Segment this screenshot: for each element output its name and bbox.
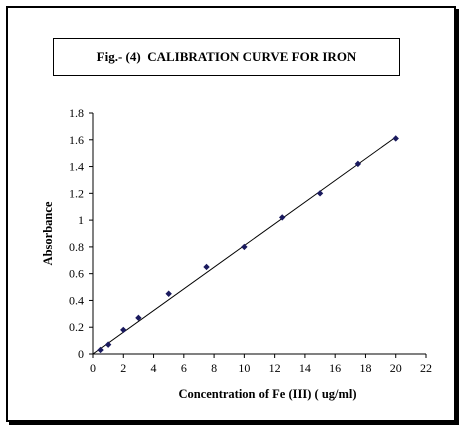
data-point [316,190,324,197]
data-point [354,160,362,168]
x-tick-label: 8 [211,361,217,375]
x-tick-label: 14 [299,361,311,375]
x-tick-label: 18 [359,361,371,375]
y-tick-label: 1.8 [69,106,84,120]
x-axis-title: Concentration of Fe (III) ( ug/ml) [178,387,356,401]
data-point [241,243,248,251]
x-tick-label: 4 [151,361,157,375]
x-tick-label: 0 [90,361,96,375]
y-tick-label: 1 [78,213,84,227]
chart-title: Fig.- (4) CALIBRATION CURVE FOR IRON [96,49,357,64]
y-tick-label: 0 [78,347,84,361]
y-tick-label: 0.4 [69,293,84,307]
x-tick-label: 2 [120,361,126,375]
x-tick-label: 22 [420,361,432,375]
y-tick-label: 0.6 [69,267,84,281]
x-tick-label: 20 [390,361,402,375]
data-point [203,263,210,271]
y-tick-label: 0.2 [69,320,84,334]
x-tick-label: 10 [238,361,250,375]
data-point [97,346,104,354]
x-tick-label: 16 [329,361,341,375]
chart-title-box: Fig.- (4) CALIBRATION CURVE FOR IRON [53,38,400,76]
x-tick-label: 12 [269,361,281,375]
y-tick-label: 1.4 [69,160,84,174]
y-axis-title: Absorbance [41,201,55,265]
y-tick-label: 0.8 [69,240,84,254]
y-tick-label: 1.6 [69,133,84,147]
data-point [135,314,142,322]
data-point [120,326,127,334]
y-tick-label: 1.2 [69,186,84,200]
x-tick-label: 6 [181,361,187,375]
data-point [279,214,286,221]
data-point [165,290,172,297]
data-point [104,341,112,348]
data-point [392,135,399,142]
